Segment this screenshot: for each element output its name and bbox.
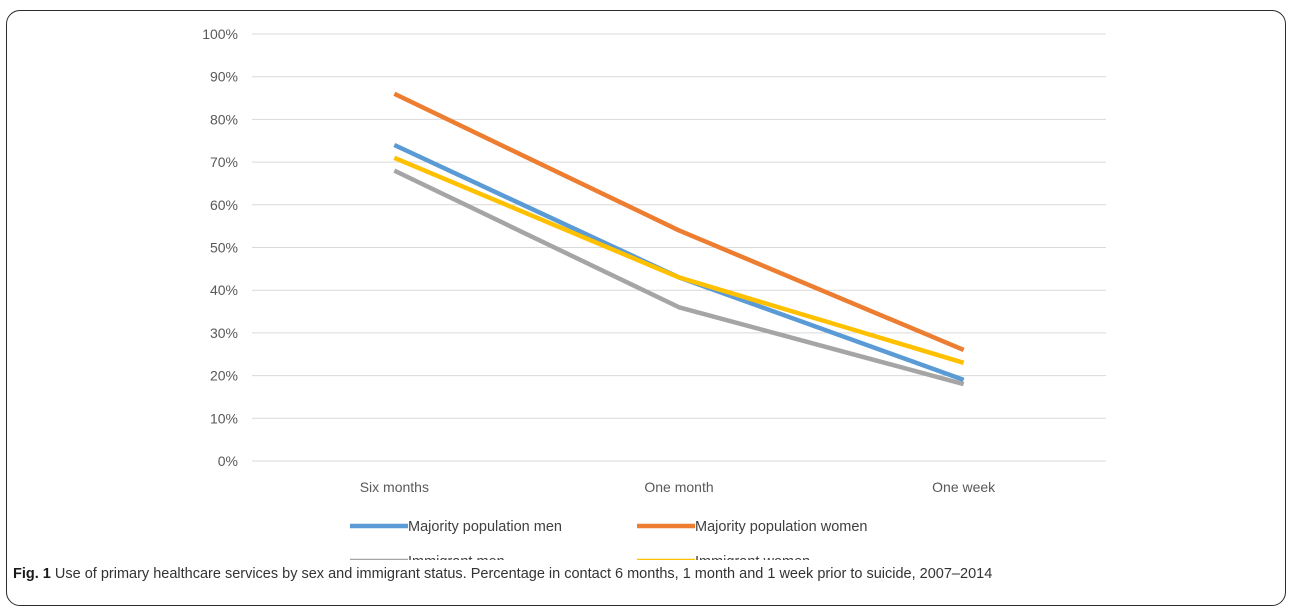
y-tick-label: 40% — [210, 282, 238, 298]
y-tick-label: 20% — [210, 368, 238, 384]
gridlines — [252, 33, 1106, 462]
y-tick-label: 30% — [210, 325, 238, 341]
legend-label-2: Majority population women — [695, 519, 867, 535]
legend-label-3: Immigrant men — [408, 554, 505, 560]
x-tick-label: One week — [932, 479, 996, 495]
series-lines — [393, 91, 965, 387]
figure-frame — [6, 10, 1286, 606]
y-tick-label: 10% — [210, 410, 238, 426]
y-tick-label: 90% — [210, 69, 238, 85]
series-line-2 — [393, 91, 965, 353]
caption-text: Use of primary healthcare services by se… — [50, 566, 993, 582]
y-axis-tick-labels: 0% 10% 20% 30% 40% 50% 60% 70% 80% 90% 100% — [202, 26, 238, 469]
legend-label-4: Immigrant women — [695, 554, 810, 560]
legend: Majority population men Majority populati… — [350, 519, 867, 560]
y-tick-label: 70% — [210, 154, 238, 170]
x-tick-label: One month — [644, 479, 713, 495]
y-tick-label: 50% — [210, 240, 238, 256]
legend-label-1: Majority population men — [408, 519, 562, 535]
x-axis-tick-labels: Six months One month One week — [360, 479, 996, 495]
series-line-1 — [393, 142, 965, 382]
x-tick-label: Six months — [360, 479, 429, 495]
y-tick-label: 100% — [202, 26, 238, 42]
y-tick-label: 60% — [210, 197, 238, 213]
series-line-4 — [393, 155, 965, 365]
y-tick-label: 80% — [210, 111, 238, 127]
line-chart: 0% 10% 20% 30% 40% 50% 60% 70% 80% 90% 100% Six mo… — [202, 26, 1106, 560]
y-tick-label: 0% — [218, 453, 238, 469]
series-line-3 — [393, 168, 965, 387]
figure-label: Fig. 1 — [13, 566, 51, 582]
figure-caption: Fig. 1 Use of primary healthcare service… — [13, 566, 1283, 582]
